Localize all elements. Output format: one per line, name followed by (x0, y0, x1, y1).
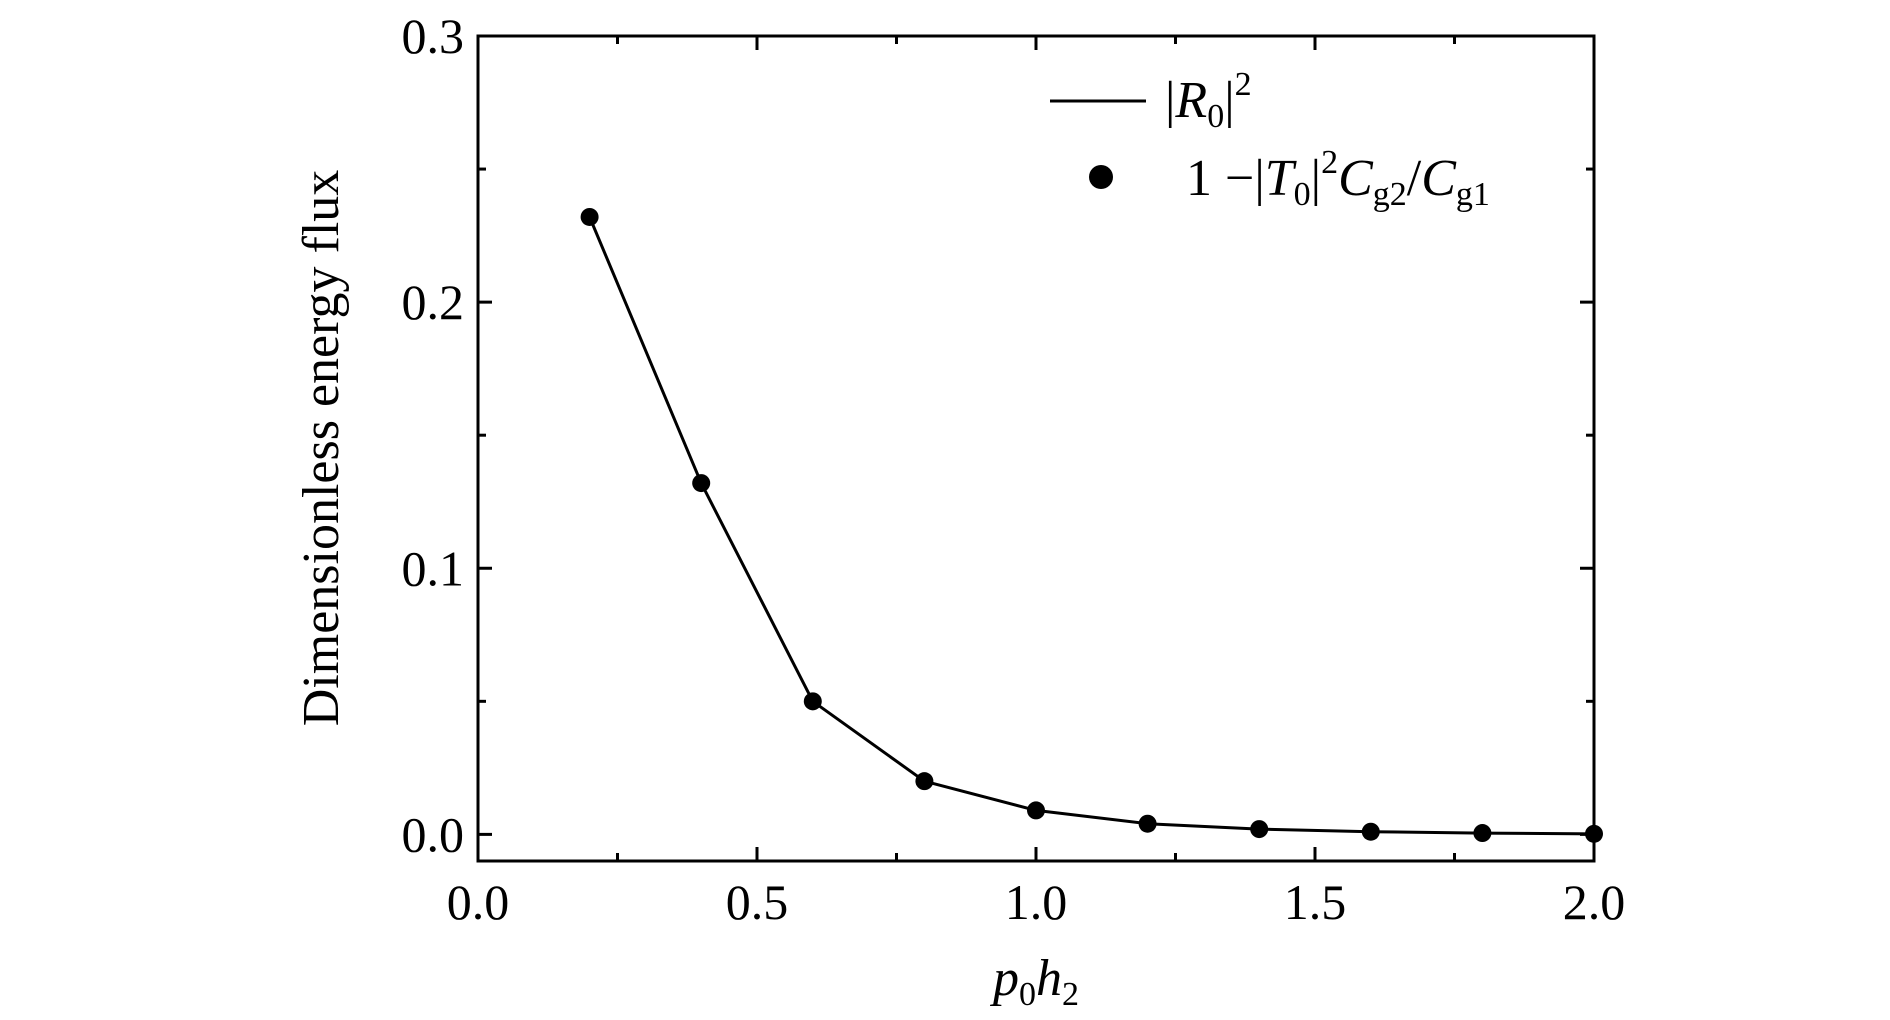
y-tick-label: 0.3 (402, 8, 465, 64)
legend-t0-c1: C (1338, 150, 1374, 207)
legend-r0-sym: R (1174, 72, 1207, 129)
x-tick-label: 0.5 (726, 874, 789, 930)
data-point (1138, 814, 1157, 833)
x-axis-title: p0h2 (989, 950, 1079, 1013)
x-axis-title-h: h (1036, 950, 1062, 1007)
legend-t0-bar: | (1311, 150, 1321, 207)
legend-marker-swatch (1089, 165, 1113, 189)
legend-r0-bar1: | (1165, 72, 1175, 129)
legend-t0-one: 1 −| (1186, 150, 1265, 207)
x-tick-label: 0.0 (447, 874, 510, 930)
x-tick-label: 1.0 (1005, 874, 1068, 930)
legend-r0-bar2: | (1224, 72, 1234, 129)
y-tick-label: 0.1 (402, 540, 465, 596)
series-line-0 (588, 216, 1595, 836)
legend-t0-sup: 2 (1321, 144, 1338, 181)
legend-t0-sym: T (1265, 150, 1297, 207)
x-axis-title-sub1: 0 (1019, 976, 1036, 1013)
ticks (476, 34, 1596, 861)
data-point (915, 772, 934, 791)
data-point (1250, 820, 1269, 839)
series-layer (580, 207, 1603, 843)
legend-t0-slash: / (1407, 150, 1422, 207)
y-axis-title: Dimensionless energy flux (293, 170, 350, 727)
x-tick-label: 1.5 (1284, 874, 1347, 930)
legend-t0-c2: C (1421, 150, 1457, 207)
y-tick-label: 0.2 (402, 274, 465, 330)
legend-t0-c1sub: g2 (1373, 176, 1407, 213)
data-point (692, 474, 711, 493)
x-axis-title-sub2: 2 (1062, 976, 1079, 1013)
data-point (1585, 824, 1603, 843)
y-tick-label: 0.0 (402, 806, 465, 862)
legend-label-t0: 1 −|T0|2Cg2/Cg1 (1186, 144, 1490, 213)
legend-t0-c2sub: g1 (1456, 176, 1490, 213)
legend-label-r0: |R0|2 (1165, 66, 1252, 135)
data-point (1361, 822, 1380, 841)
legend: |R0|2 1 −|T0|2Cg2/Cg1 (1050, 66, 1490, 213)
legend-t0-sub: 0 (1294, 176, 1311, 213)
legend-r0-sup: 2 (1235, 66, 1252, 103)
x-axis-title-p: p (989, 950, 1019, 1007)
data-point (1027, 801, 1045, 820)
data-point (580, 207, 599, 226)
data-point (803, 692, 822, 711)
tick-labels: 0.0 0.5 1.0 1.5 2.0 0.0 0.1 0.2 0.3 (402, 8, 1626, 930)
x-tick-label: 2.0 (1563, 874, 1626, 930)
legend-r0-sub: 0 (1207, 98, 1224, 135)
data-point (1473, 824, 1492, 843)
